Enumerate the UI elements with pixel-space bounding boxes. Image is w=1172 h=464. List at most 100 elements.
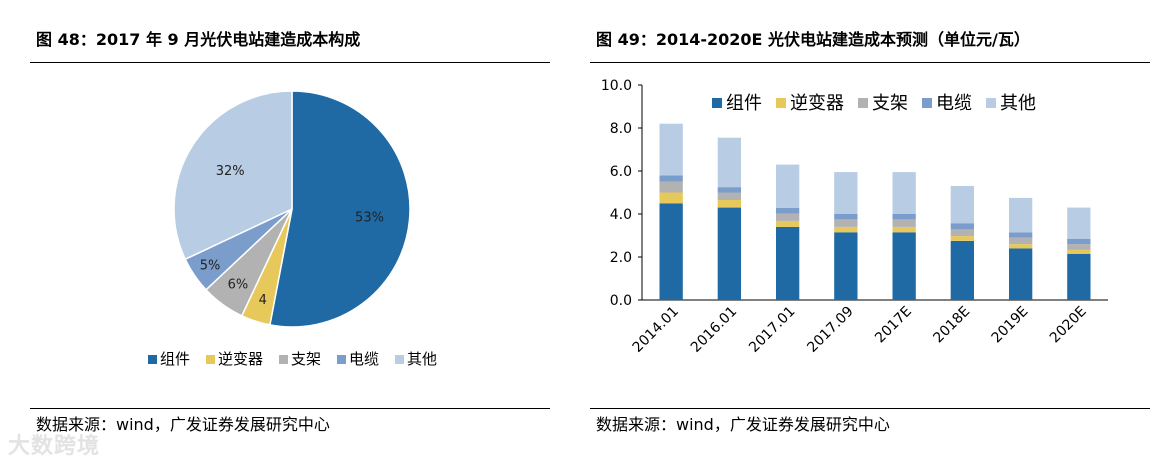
bar-segment: [892, 214, 916, 220]
pie-data-label: 32%: [216, 164, 245, 179]
legend-label: 组件: [160, 350, 190, 368]
bar-segment: [1009, 244, 1033, 249]
figure-49-title: 图 49：2014-2020E 光伏电站建造成本预测（单位元/瓦）: [596, 30, 1030, 49]
bar-segment: [1009, 237, 1033, 245]
y-tick-label: 8.0: [610, 121, 632, 137]
bar-segment: [950, 229, 974, 237]
bar-segment: [776, 220, 800, 227]
pie-data-label: 53%: [355, 210, 384, 225]
legend-swatch: [922, 98, 932, 108]
pie-data-label: 5%: [200, 259, 221, 274]
bar-segment: [1067, 238, 1091, 245]
bar-segment: [1009, 232, 1033, 238]
legend-item: 电缆: [337, 350, 379, 368]
bar-segment: [950, 236, 974, 241]
bar-segment: [834, 172, 858, 214]
legend-swatch: [206, 355, 215, 364]
legend-label: 逆变器: [218, 350, 263, 368]
legend-item: 逆变器: [206, 350, 263, 368]
legend-item: 其他: [986, 93, 1036, 114]
source-rule: [30, 408, 550, 409]
pie-slice: [173, 90, 293, 261]
bar-segment: [834, 226, 858, 233]
legend-label: 电缆: [349, 350, 379, 368]
pie-data-label: 4: [259, 293, 267, 308]
bar-segment: [717, 187, 741, 193]
bar-segment: [659, 203, 683, 301]
bar-segment: [892, 226, 916, 233]
bar-segment: [717, 200, 741, 208]
legend-item: 逆变器: [776, 93, 844, 114]
y-tick-label: 0.0: [610, 293, 632, 309]
source-rule: [590, 408, 1150, 409]
title-rule: [30, 62, 550, 63]
x-tick-label: 2017.01: [746, 304, 798, 356]
bar-segment: [950, 186, 974, 224]
watermark: 大数跨境: [8, 434, 101, 459]
legend-label: 组件: [726, 93, 762, 114]
legend-label: 其他: [407, 350, 437, 368]
bar-segment: [892, 219, 916, 227]
bar-segment: [659, 123, 683, 176]
bar-segment: [776, 213, 800, 221]
legend-item: 其他: [395, 350, 437, 368]
legend-swatch: [712, 98, 722, 108]
bar-segment: [1067, 249, 1091, 254]
bar-segment: [834, 214, 858, 220]
bar-segment: [776, 207, 800, 214]
x-tick-label: 2016.01: [688, 304, 740, 356]
bar-segment: [659, 175, 683, 182]
bar-segment: [717, 207, 741, 300]
bar-segment: [950, 223, 974, 230]
bar-segment: [1009, 248, 1033, 300]
bar-segment: [776, 226, 800, 300]
legend-item: 组件: [148, 350, 190, 368]
y-tick-label: 6.0: [610, 164, 632, 180]
legend-label: 其他: [1000, 93, 1036, 114]
bar-segment: [834, 219, 858, 227]
legend-swatch: [986, 98, 996, 108]
bar-segment: [892, 172, 916, 214]
title-rule: [590, 62, 1150, 63]
bar-segment: [659, 192, 683, 204]
bar-segment: [776, 164, 800, 208]
legend-swatch: [858, 98, 868, 108]
legend-item: 电缆: [922, 93, 972, 114]
bar-segment: [950, 240, 974, 300]
y-tick-label: 2.0: [610, 250, 632, 266]
legend-swatch: [337, 355, 346, 364]
legend-label: 支架: [872, 93, 908, 114]
y-tick-label: 10.0: [601, 78, 632, 94]
figure-48-title: 图 48：2017 年 9 月光伏电站建造成本构成: [36, 30, 361, 49]
legend-swatch: [279, 355, 288, 364]
legend-label: 支架: [291, 350, 321, 368]
pie-chart-panel: 图 48：2017 年 9 月光伏电站建造成本构成 53% 4 6% 5% 32% 组件 逆…: [30, 0, 550, 464]
pie-slice: [269, 90, 411, 328]
legend-item: 支架: [279, 350, 321, 368]
bar-segment: [1067, 244, 1091, 250]
bar-segment: [1067, 253, 1091, 300]
x-tick-label: 2017.09: [804, 304, 856, 356]
legend-item: 组件: [712, 93, 762, 114]
stacked-bar-chart: 0.0 2.0 4.0 6.0 8.0 10.0 2014.01 2016.01 2017.01…: [601, 78, 1108, 356]
bar-segment: [717, 192, 741, 200]
bar-chart-panel: 图 49：2014-2020E 光伏电站建造成本预测（单位元/瓦） 0.0 2.0…: [590, 0, 1150, 464]
figure-49-source: 数据来源：wind，广发证券发展研究中心: [596, 415, 890, 434]
pie-chart: 53% 4 6% 5% 32% 组件 逆变器 支架 电缆 其他: [148, 90, 437, 368]
bar-segment: [892, 232, 916, 300]
bar-segment: [834, 232, 858, 300]
bar-segment: [717, 137, 741, 188]
bar-segment: [1067, 207, 1091, 239]
x-tick-label: 2017E: [872, 304, 915, 347]
pie-data-label: 6%: [228, 278, 249, 293]
bar-segment: [1009, 197, 1033, 233]
legend-label: 电缆: [936, 93, 972, 114]
legend-label: 逆变器: [790, 93, 844, 114]
legend-item: 支架: [858, 93, 908, 114]
figure-48-source: 数据来源：wind，广发证券发展研究中心: [36, 415, 330, 434]
legend-swatch: [395, 355, 404, 364]
legend-swatch: [148, 355, 157, 364]
x-tick-label: 2019E: [989, 304, 1032, 347]
y-tick-label: 4.0: [610, 207, 632, 223]
x-tick-label: 2020E: [1047, 304, 1090, 347]
